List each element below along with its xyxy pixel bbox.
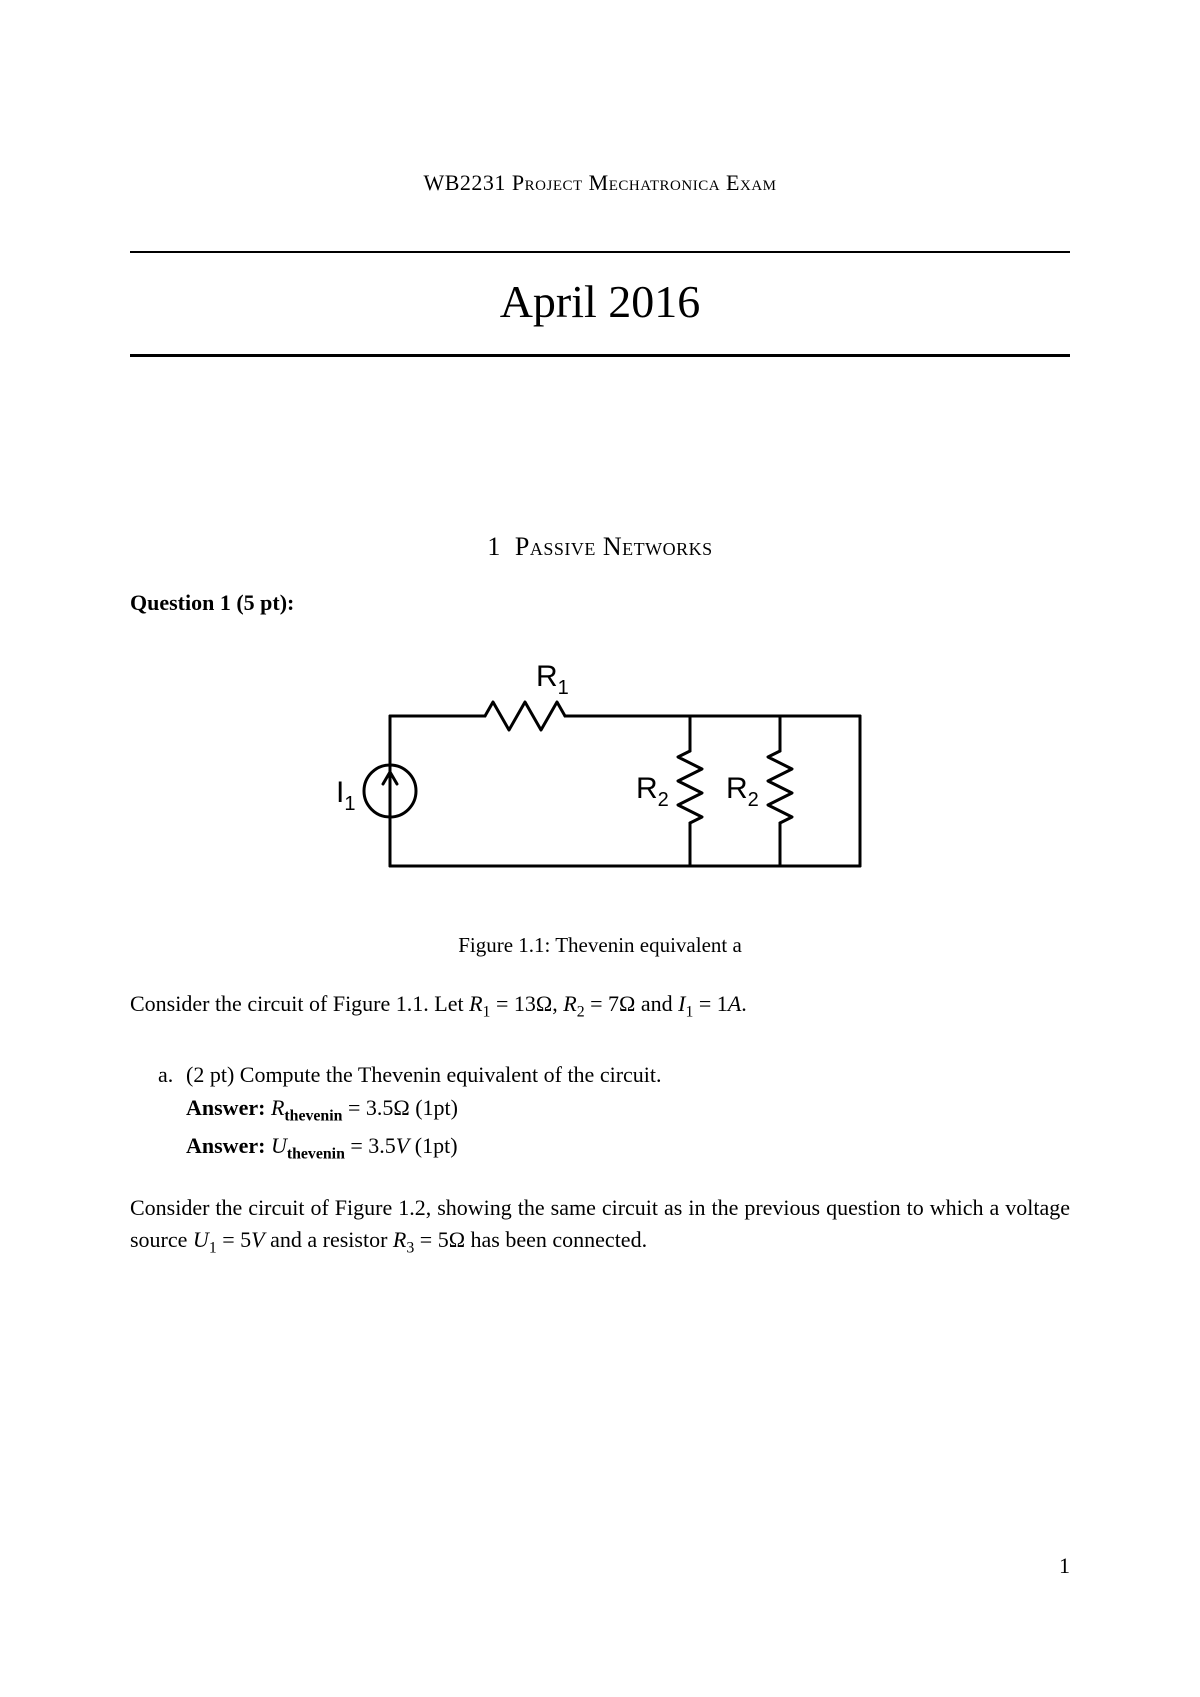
course-header: WB2231 Project Mechatronica Exam (130, 170, 1070, 196)
section-name: Passive Networks (515, 532, 713, 561)
answer-line-1: Answer: Rthevenin = 3.5Ω (1pt) (186, 1091, 1070, 1128)
intro-paragraph: Consider the circuit of Figure 1.1. Let … (130, 988, 1070, 1024)
followup-paragraph: Consider the circuit of Figure 1.2, show… (130, 1192, 1070, 1260)
section-heading: 1 Passive Networks (130, 532, 1070, 562)
answer-line-2: Answer: Uthevenin = 3.5V (1pt) (186, 1129, 1070, 1166)
title-block: April 2016 (130, 251, 1070, 357)
svg-text:R2: R2 (726, 772, 759, 811)
part-marker: a. (158, 1058, 186, 1091)
figure-caption: Figure 1.1: Thevenin equivalent a (130, 933, 1070, 958)
part-text: (2 pt) Compute the Thevenin equivalent o… (186, 1062, 662, 1087)
svg-text:R1: R1 (536, 660, 569, 699)
question-part-a: a.(2 pt) Compute the Thevenin equivalent… (158, 1058, 1070, 1165)
svg-text:I1: I1 (336, 776, 355, 815)
page-title: April 2016 (500, 276, 701, 327)
svg-text:R2: R2 (636, 772, 669, 811)
exam-page: WB2231 Project Mechatronica Exam April 2… (0, 0, 1200, 1697)
circuit-figure: R1 R2 R2 I1 Figure 1.1: Thevenin equival… (130, 646, 1070, 958)
section-number: 1 (487, 532, 501, 561)
page-number: 1 (1059, 1553, 1070, 1579)
circuit-svg: R1 R2 R2 I1 (320, 646, 880, 906)
question-label: Question 1 (5 pt): (130, 590, 1070, 616)
